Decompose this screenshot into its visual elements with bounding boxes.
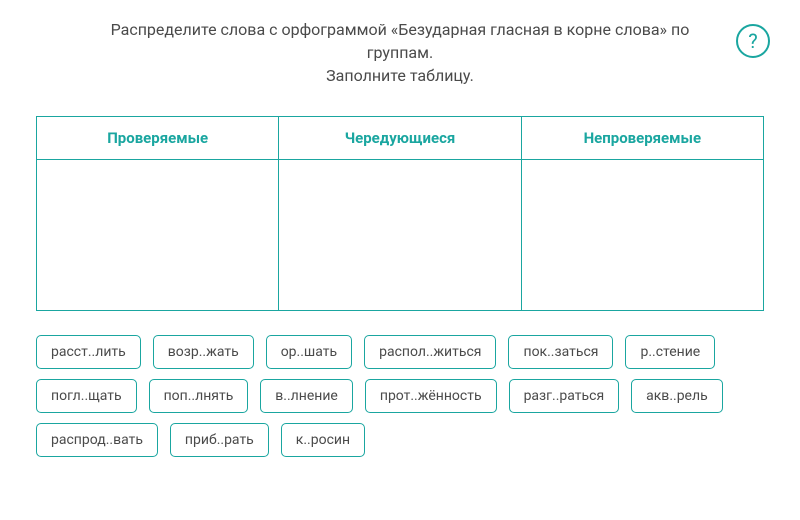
table-column: Проверяемые (37, 117, 278, 310)
column-header-checkable: Проверяемые (37, 117, 278, 160)
word-chip[interactable]: р..стение (625, 335, 715, 369)
word-chip[interactable]: к..росин (281, 423, 365, 457)
word-chip[interactable]: поп..лнять (149, 379, 249, 413)
drop-zone-alternating[interactable] (279, 160, 520, 310)
classification-table: Проверяемые Чередующиеся Непроверяемые (36, 116, 764, 311)
help-icon: ? (748, 29, 757, 53)
word-chip[interactable]: в..лнение (260, 379, 353, 413)
word-chip[interactable]: разг..раться (509, 379, 620, 413)
word-chip[interactable]: распол..житься (364, 335, 496, 369)
word-chip[interactable]: распрод..вать (36, 423, 158, 457)
help-button[interactable]: ? (736, 24, 770, 58)
table-column: Непроверяемые (521, 117, 763, 310)
word-bank: расст..лить возр..жать ор..шать распол..… (36, 335, 764, 457)
word-chip[interactable]: приб..рать (170, 423, 269, 457)
word-chip[interactable]: расст..лить (36, 335, 141, 369)
drop-zone-checkable[interactable] (37, 160, 278, 310)
word-chip[interactable]: ор..шать (266, 335, 352, 369)
instruction-text: Распределите слова с орфограммой «Безуда… (36, 18, 764, 88)
column-header-uncheckable: Непроверяемые (522, 117, 763, 160)
instruction-line-2: Заполните таблицу. (326, 66, 474, 85)
column-header-alternating: Чередующиеся (279, 117, 520, 160)
word-chip[interactable]: акв..рель (631, 379, 723, 413)
word-chip[interactable]: пок..заться (508, 335, 613, 369)
table-column: Чередующиеся (278, 117, 520, 310)
instruction-line-1: Распределите слова с орфограммой «Безуда… (111, 20, 690, 62)
word-chip[interactable]: возр..жать (153, 335, 254, 369)
word-chip[interactable]: погл..щать (36, 379, 137, 413)
word-chip[interactable]: прот..жённость (365, 379, 497, 413)
drop-zone-uncheckable[interactable] (522, 160, 763, 310)
